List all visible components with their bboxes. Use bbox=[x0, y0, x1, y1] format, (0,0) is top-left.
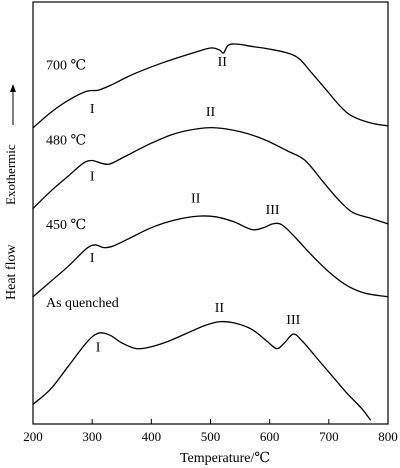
plot-frame bbox=[32, 1, 389, 425]
series-line bbox=[32, 320, 371, 421]
x-axis-ticks bbox=[32, 419, 389, 424]
series-line bbox=[32, 43, 389, 129]
series-label: 450 ℃ bbox=[46, 218, 86, 233]
peak-label: II bbox=[218, 55, 228, 70]
series-label: 700 ℃ bbox=[46, 58, 86, 73]
series-label: 480 ℃ bbox=[46, 133, 86, 148]
x-axis-label: Temperature/℃ bbox=[180, 451, 270, 466]
series-line bbox=[32, 215, 389, 298]
series-labels: As quenched 450 ℃ 480 ℃ 700 ℃ bbox=[46, 58, 119, 311]
series-curves bbox=[32, 43, 389, 421]
peak-label: I bbox=[90, 251, 95, 266]
peak-label: II bbox=[206, 105, 216, 120]
exothermic-arrow-icon bbox=[10, 84, 16, 125]
series-label: As quenched bbox=[46, 296, 119, 311]
x-tick-label: 800 bbox=[378, 429, 398, 444]
peak-label: I bbox=[90, 102, 95, 117]
peak-label: I bbox=[90, 170, 95, 185]
peak-label: II bbox=[191, 192, 201, 207]
x-tick-label: 300 bbox=[82, 429, 102, 444]
peak-label: II bbox=[215, 301, 225, 316]
x-tick-label: 400 bbox=[142, 429, 162, 444]
x-tick-label: 600 bbox=[260, 429, 280, 444]
x-axis-tick-labels: 200 300 400 500 600 700 800 bbox=[23, 429, 398, 444]
peak-label: III bbox=[286, 313, 300, 328]
series-line bbox=[32, 126, 389, 225]
x-tick-label: 200 bbox=[23, 429, 43, 444]
peak-label: I bbox=[96, 340, 101, 355]
x-tick-label: 500 bbox=[201, 429, 221, 444]
peak-label: III bbox=[266, 203, 280, 218]
exothermic-label: Exothermic bbox=[3, 144, 18, 205]
y-axis-label: Heat flow bbox=[4, 244, 19, 300]
x-tick-label: 700 bbox=[319, 429, 339, 444]
